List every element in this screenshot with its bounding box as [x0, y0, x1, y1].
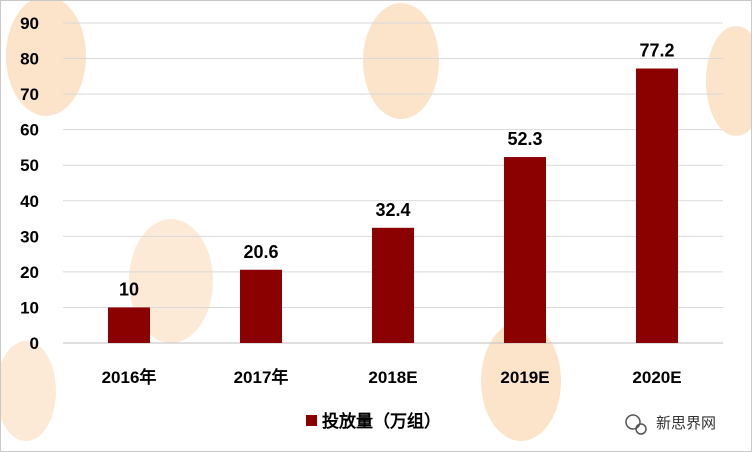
- x-tick-label: 2018E: [368, 368, 417, 387]
- y-tick-label: 70: [20, 85, 39, 104]
- data-label: 52.3: [507, 129, 542, 149]
- y-tick-label: 0: [30, 334, 39, 353]
- y-tick-label: 50: [20, 156, 39, 175]
- y-tick-label: 90: [20, 14, 39, 33]
- y-tick-label: 60: [20, 121, 39, 140]
- data-labels: 10 20.6 32.4 52.3 77.2: [119, 41, 675, 300]
- legend-swatch: [306, 415, 317, 426]
- legend-label: 投放量（万组）: [322, 411, 441, 432]
- x-tick-label: 2016年: [102, 367, 157, 387]
- data-label: 10: [119, 279, 139, 299]
- bars: [108, 68, 678, 343]
- bar: [372, 227, 414, 343]
- bar: [504, 157, 546, 343]
- x-axis: 2016年 2017年 2018E 2019E 2020E: [102, 367, 682, 387]
- y-tick-label: 10: [20, 298, 39, 317]
- x-tick-label: 2020E: [632, 368, 681, 387]
- data-label: 77.2: [639, 41, 674, 61]
- bar: [108, 307, 150, 343]
- data-label: 32.4: [375, 200, 410, 220]
- y-tick-label: 80: [20, 50, 39, 69]
- y-axis: 0 10 20 30 40 50 60 70 80 90: [20, 14, 39, 353]
- bar: [240, 269, 282, 343]
- x-tick-label: 2017年: [234, 367, 289, 387]
- watermark-text: 新思界网: [656, 414, 716, 432]
- wechat-icon: [625, 414, 647, 435]
- x-tick-label: 2019E: [500, 368, 549, 387]
- y-tick-label: 20: [20, 263, 39, 282]
- data-label: 20.6: [243, 242, 278, 262]
- y-tick-label: 40: [20, 192, 39, 211]
- legend: 投放量（万组）: [306, 411, 441, 432]
- y-tick-label: 30: [20, 227, 39, 246]
- watermark-badge: 新思界网: [625, 414, 716, 435]
- bar: [636, 68, 678, 343]
